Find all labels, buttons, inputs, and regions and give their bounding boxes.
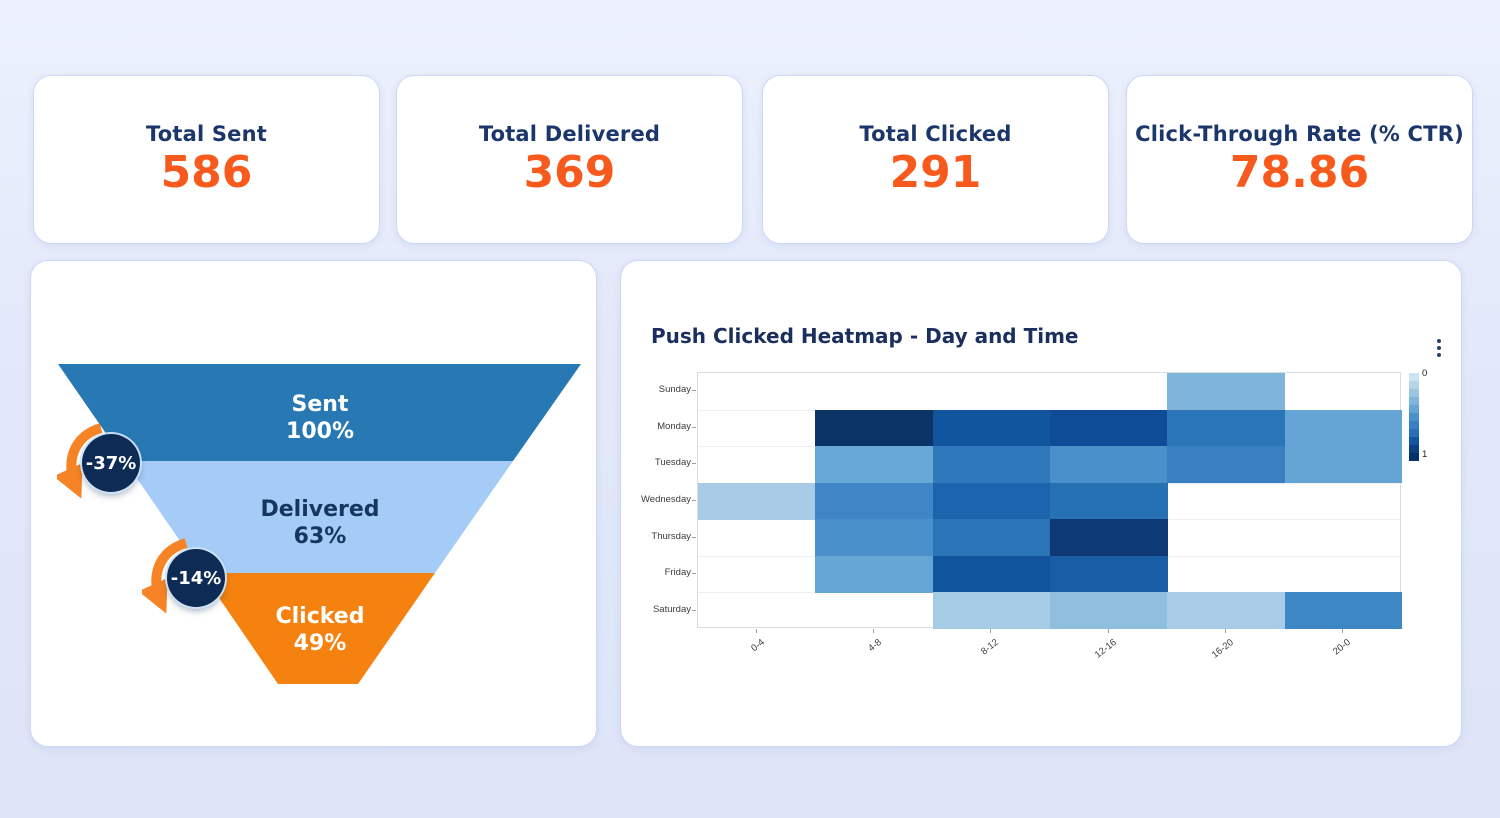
heatmap-row-label: Saturday [652,603,691,615]
funnel-stage-percent: 49% [294,631,347,656]
heatmap-row-label: Thursday [651,530,691,542]
kpi-value: 78.86 [1229,147,1370,199]
heatmap-cell-wednesday-0-4 [698,482,816,520]
heatmap-row-label: Friday [664,567,691,579]
heatmap-col-label: 20-0 [1331,637,1354,658]
funnel-stage-label: Clicked [276,604,365,629]
kpi-label: Total Delivered [478,122,661,147]
funnel-stage-label: Sent [292,392,349,417]
heatmap-card: Push Clicked Heatmap - Day and Time 0 1 … [620,260,1462,747]
heatmap-col-label: 0-4 [748,637,767,655]
heatmap-cell-monday-20-0 [1284,409,1403,447]
funnel-drop-badge: -14% [167,549,225,607]
heatmap-cell-wednesday-12-16 [1050,482,1168,520]
heatmap-cell-saturday-8-12 [932,592,1051,630]
heatmap-cell-friday-12-16 [1050,555,1168,593]
heatmap-plot-area [697,372,1403,630]
kpi-card-total-clicked: Total Clicked 291 [762,75,1109,244]
kpi-value: 586 [160,147,253,199]
funnel-stage-percent: 100% [286,419,354,444]
heatmap-cell-monday-4-8 [815,409,934,447]
heatmap-cell-friday-4-8 [815,555,934,593]
heatmap-cell-thursday-4-8 [815,519,934,557]
kpi-value: 291 [889,147,982,199]
funnel-stage-percent: 63% [294,524,347,549]
funnel-stage-sent [58,364,581,461]
axis-tick [1342,629,1344,633]
heatmap-row-label: Sunday [658,384,691,396]
heatmap-cell-monday-8-12 [932,409,1051,447]
heatmap-row-label: Monday [657,420,691,432]
heatmap-colorbar [1409,373,1419,461]
axis-tick [692,500,696,501]
heatmap-title: Push Clicked Heatmap - Day and Time [651,324,1079,348]
axis-tick [692,536,696,538]
kpi-label: Total Clicked [859,122,1012,147]
heatmap-cell-saturday-12-16 [1050,592,1168,630]
heatmap-cell-thursday-8-12 [932,519,1051,557]
colorbar-max-label: 1 [1422,449,1428,460]
axis-tick [692,463,696,465]
kpi-card-total-delivered: Total Delivered 369 [396,75,743,244]
heatmap-cell-monday-12-16 [1050,409,1168,447]
colorbar-min-label: 0 [1422,368,1428,379]
funnel-stage-delivered [125,461,513,573]
axis-tick [755,629,757,633]
drop-arrow-icon [57,423,103,499]
kebab-menu-icon[interactable] [1433,339,1445,357]
heatmap-cell-monday-16-20 [1167,409,1286,447]
heatmap-col-label: 8-12 [979,637,1002,658]
heatmap-cell-friday-8-12 [932,555,1051,593]
axis-tick [873,629,874,633]
axis-tick [1107,629,1109,633]
heatmap-cell-tuesday-12-16 [1050,446,1168,484]
heatmap-row-label: Tuesday [654,457,691,469]
axis-tick [692,426,696,428]
heatmap-cell-tuesday-20-0 [1284,446,1403,484]
kpi-label: Click-Through Rate (% CTR) [1135,122,1464,147]
funnel-drop-badge: -37% [82,434,140,492]
drop-arrow-icon [142,538,188,614]
kpi-label: Total Sent [145,122,268,147]
kpi-value: 369 [523,147,616,199]
heatmap-row-label: Wednesday [641,494,691,505]
heatmap-cell-tuesday-8-12 [932,446,1051,484]
kpi-card-total-sent: Total Sent 586 [33,75,380,244]
heatmap-cell-tuesday-4-8 [815,446,934,484]
heatmap-cell-sunday-16-20 [1167,373,1286,411]
funnel-chart: Sent 100% Delivered 63% Clicked 49% [58,364,581,684]
funnel-chart-card: Sent 100% Delivered 63% Clicked 49% -37%… [30,260,597,747]
funnel-stage-label: Delivered [260,497,379,522]
heatmap-cell-wednesday-8-12 [932,482,1051,520]
heatmap-cell-saturday-16-20 [1167,592,1286,630]
heatmap-cell-saturday-20-0 [1284,592,1403,630]
axis-tick [692,390,696,392]
kpi-card-ctr: Click-Through Rate (% CTR) 78.86 [1126,75,1473,244]
heatmap-col-label: 16-20 [1209,637,1236,661]
axis-tick [692,609,696,611]
heatmap-col-label: 12-16 [1092,637,1119,661]
heatmap-cell-wednesday-4-8 [815,482,934,520]
heatmap-cell-thursday-12-16 [1050,519,1168,557]
heatmap-col-label: 4-8 [866,637,884,655]
heatmap-cell-tuesday-16-20 [1167,446,1286,484]
funnel-stage-clicked [202,573,435,684]
axis-tick [990,629,992,633]
axis-tick [692,573,696,575]
axis-tick [1225,629,1226,633]
